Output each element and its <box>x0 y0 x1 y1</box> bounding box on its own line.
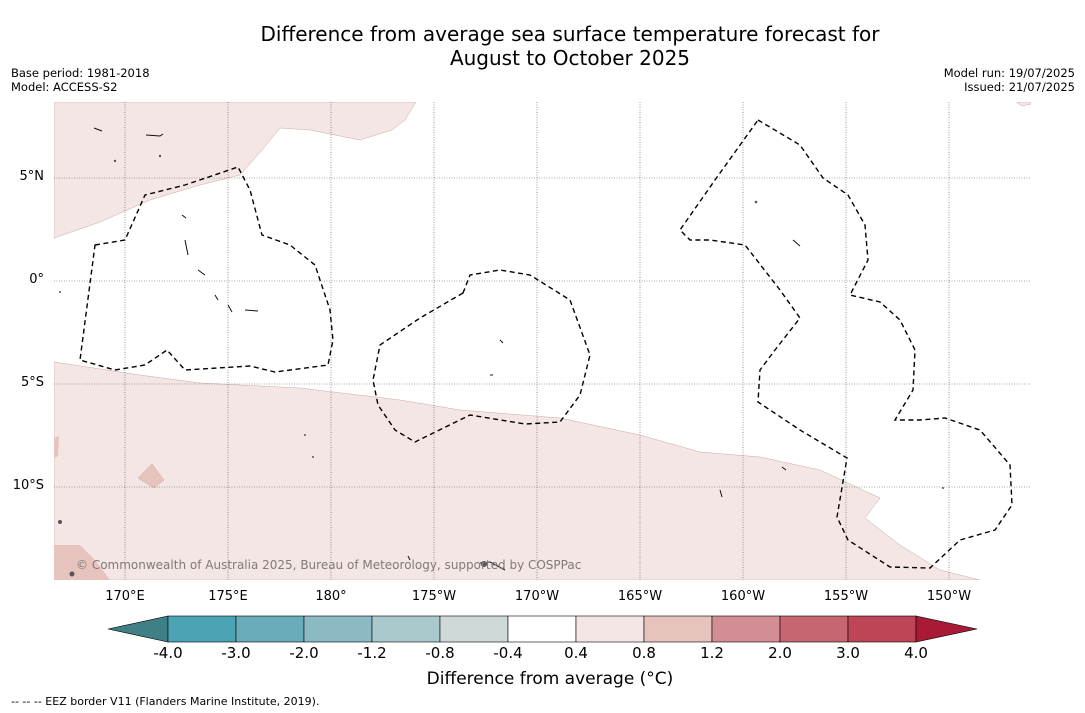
base-period: Base period: 1981-2018 <box>11 66 150 80</box>
island-dot <box>58 520 62 524</box>
island-outline <box>197 269 206 276</box>
colorbar-tick-label: 4.0 <box>904 644 928 662</box>
gridlines <box>54 102 1031 580</box>
colorbar-tick-label: 0.8 <box>632 644 656 662</box>
title-line-1: Difference from average sea surface temp… <box>260 22 880 46</box>
issued-date: Issued: 21/07/2025 <box>964 80 1075 94</box>
warm-anomaly-sw-corner <box>54 545 110 580</box>
warm-anomaly-ne-corner <box>1015 102 1031 107</box>
colorbar-tick-label: -4.0 <box>153 644 183 662</box>
longitude-label: 175°E <box>208 589 248 604</box>
island-dots <box>58 154 944 577</box>
island-outline <box>227 304 233 313</box>
warm-anomaly-patch <box>137 463 165 489</box>
warm-anomaly-south <box>54 361 981 580</box>
eez-border-west <box>79 166 334 373</box>
longitude-label: 150°W <box>926 589 972 604</box>
colorbar-segment <box>643 615 713 643</box>
colorbar-segment <box>575 615 645 643</box>
longitude-label: 180° <box>315 589 347 604</box>
islands <box>93 127 801 571</box>
meta-left: Base period: 1981-2018 Model: ACCESS-S2 <box>11 66 150 94</box>
longitude-label: 155°W <box>823 589 869 604</box>
island-dot <box>113 159 117 163</box>
island-dot <box>754 200 758 204</box>
colorbar-tick-label: -2.0 <box>289 644 319 662</box>
island-outline <box>792 239 801 247</box>
colorbar-segment <box>779 615 849 643</box>
title-line-2: August to October 2025 <box>449 46 691 70</box>
island-outline <box>407 555 411 561</box>
island-dot <box>69 571 75 577</box>
longitude-label: 170°W <box>514 589 560 604</box>
latitude-label: 0° <box>29 272 44 287</box>
colorbar-tick-label: 1.2 <box>700 644 724 662</box>
colorbar-segment <box>507 615 577 643</box>
island-dot <box>481 561 487 567</box>
colorbar-segment <box>847 615 917 643</box>
island-outline <box>244 309 259 312</box>
colorbar-min-extension <box>107 615 169 643</box>
copyright-notice: © Commonwealth of Australia 2025, Bureau… <box>76 558 582 572</box>
colorbar-segment <box>439 615 509 643</box>
longitude-label: 160°W <box>720 589 766 604</box>
colorbar-segment <box>303 615 373 643</box>
colorbar-title: Difference from average (°C) <box>426 669 674 689</box>
island-outline <box>93 127 103 132</box>
island-outline <box>781 466 787 471</box>
colorbar-segment <box>711 615 781 643</box>
colorbar <box>107 615 978 643</box>
warm-anomaly-west-edge <box>54 436 59 458</box>
island-dot <box>942 487 944 489</box>
island-dot <box>304 434 306 436</box>
colorbar-tick-label: -0.4 <box>493 644 523 662</box>
island-outline <box>719 489 723 498</box>
colorbar-tick-label: -3.0 <box>221 644 251 662</box>
island-dot <box>158 154 162 158</box>
island-outline <box>181 214 187 219</box>
colorbar-tick-label: 3.0 <box>836 644 860 662</box>
colorbar-segment <box>167 615 237 643</box>
longitude-label: 175°W <box>411 589 457 604</box>
warm-anomaly-north <box>54 102 417 239</box>
chart-title: Difference from average sea surface temp… <box>170 22 970 70</box>
island-dot <box>59 291 61 293</box>
latitude-label: 5°N <box>19 169 45 184</box>
latitude-label: 10°S <box>12 478 44 493</box>
island-outline <box>184 239 189 256</box>
meta-right: Model run: 19/07/2025 Issued: 21/07/2025 <box>944 66 1075 94</box>
colorbar-max-extension <box>915 615 978 643</box>
island-outline <box>145 133 164 137</box>
map-area <box>54 102 1031 580</box>
longitude-label: 170°E <box>105 589 145 604</box>
eez-border-central <box>372 269 591 443</box>
colorbar-tick-label: -1.2 <box>357 644 387 662</box>
eez-borders <box>79 119 1013 569</box>
model-name: Model: ACCESS-S2 <box>11 80 118 94</box>
colorbar-tick-label: 2.0 <box>768 644 792 662</box>
latitude-label: 5°S <box>20 375 44 390</box>
eez-footnote: -- -- -- EEZ border V11 (Flanders Marine… <box>11 695 320 708</box>
island-outline <box>499 339 504 344</box>
colorbar-tick-label: 0.4 <box>564 644 588 662</box>
island-outline <box>214 294 219 301</box>
colorbar-tick-label: -0.8 <box>425 644 455 662</box>
model-run: Model run: 19/07/2025 <box>943 66 1075 80</box>
colorbar-segment <box>235 615 305 643</box>
eez-border-northeast <box>679 119 1013 569</box>
longitude-label: 165°W <box>617 589 663 604</box>
colorbar-segment <box>371 615 441 643</box>
island-dot <box>312 456 314 458</box>
